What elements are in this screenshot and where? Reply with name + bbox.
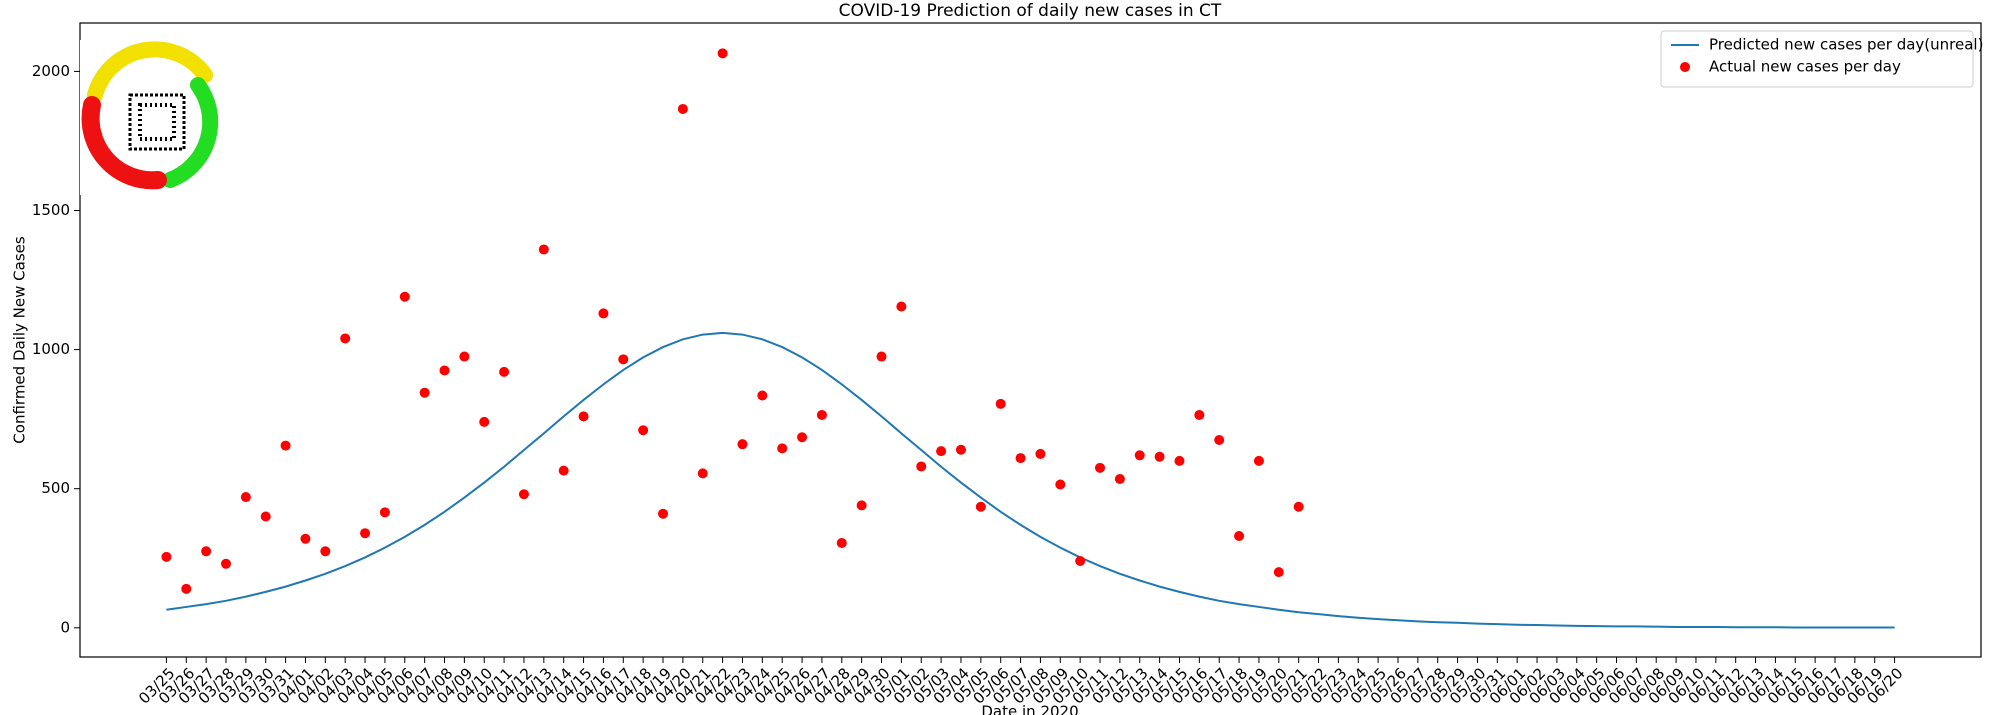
actual-point — [221, 558, 232, 569]
actual-point — [876, 351, 887, 362]
legend-box — [1660, 30, 1974, 88]
actual-point — [320, 546, 331, 557]
plot-frame — [79, 22, 1982, 658]
actual-point — [737, 439, 748, 450]
actual-point — [578, 411, 589, 422]
actual-point — [1273, 567, 1284, 578]
actual-point — [638, 425, 649, 436]
actual-point — [161, 551, 172, 562]
actual-point — [300, 533, 311, 544]
actual-point — [499, 366, 510, 377]
actual-point — [1114, 473, 1125, 484]
actual-point — [856, 500, 867, 511]
actual-point — [181, 583, 192, 594]
y-tick-label: 2000 — [32, 62, 70, 80]
actual-point — [975, 501, 986, 512]
prediction-line — [166, 331, 1895, 629]
actual-point — [558, 465, 569, 476]
logo-arc — [87, 41, 213, 103]
actual-point — [1055, 479, 1066, 490]
actual-point — [1234, 530, 1245, 541]
legend-swatch — [1680, 62, 1690, 72]
logo-arc — [81, 96, 167, 190]
logo-arc — [162, 77, 219, 188]
actual-point — [1075, 556, 1086, 567]
actual-point — [419, 387, 430, 398]
actual-point — [717, 48, 728, 59]
actual-point — [1214, 435, 1225, 446]
actual-point — [916, 461, 927, 472]
actual-point — [618, 354, 629, 365]
actual-point — [896, 301, 907, 312]
actual-point — [677, 103, 688, 114]
actual-point — [518, 489, 529, 500]
y-tick-label: 0 — [60, 618, 70, 636]
actual-point — [201, 546, 212, 557]
legend-label: Actual new cases per day — [1709, 58, 1901, 76]
y-axis-label: Confirmed Daily New Cases — [11, 236, 29, 444]
legend-label: Predicted new cases per day(unreal) — [1709, 36, 1983, 54]
actual-point — [598, 308, 609, 319]
actual-point — [816, 409, 827, 420]
x-axis-label: Date in 2020 — [981, 703, 1078, 715]
actual-point — [955, 444, 966, 455]
actual-point — [399, 291, 410, 302]
actual-point — [340, 333, 351, 344]
actual-point — [260, 511, 271, 522]
actual-point — [1015, 453, 1026, 464]
logo — [80, 40, 230, 195]
actual-point — [658, 508, 669, 519]
actual-point — [1134, 450, 1145, 461]
actual-point — [538, 244, 549, 255]
actual-point — [280, 440, 291, 451]
actual-point — [777, 443, 788, 454]
actual-point — [1253, 455, 1264, 466]
actual-point — [1174, 455, 1185, 466]
actual-point — [1194, 409, 1205, 420]
y-tick-label: 1000 — [32, 340, 70, 358]
actual-point — [1035, 448, 1046, 459]
actual-point — [1293, 501, 1304, 512]
actual-point — [1095, 462, 1106, 473]
logo-qr — [138, 103, 176, 141]
actual-point — [936, 446, 947, 457]
chart-title: COVID-19 Prediction of daily new cases i… — [839, 1, 1222, 21]
actual-point — [379, 507, 390, 518]
actual-point — [479, 416, 490, 427]
actual-point — [1154, 451, 1165, 462]
y-tick-label: 1500 — [32, 201, 70, 219]
actual-point — [995, 398, 1006, 409]
actual-point — [240, 492, 251, 503]
actual-point — [439, 365, 450, 376]
actual-point — [757, 390, 768, 401]
actual-point — [797, 432, 808, 443]
actual-point — [360, 528, 371, 539]
actual-point — [697, 468, 708, 479]
actual-point — [836, 537, 847, 548]
actual-point — [459, 351, 470, 362]
y-tick-label: 500 — [41, 479, 70, 497]
